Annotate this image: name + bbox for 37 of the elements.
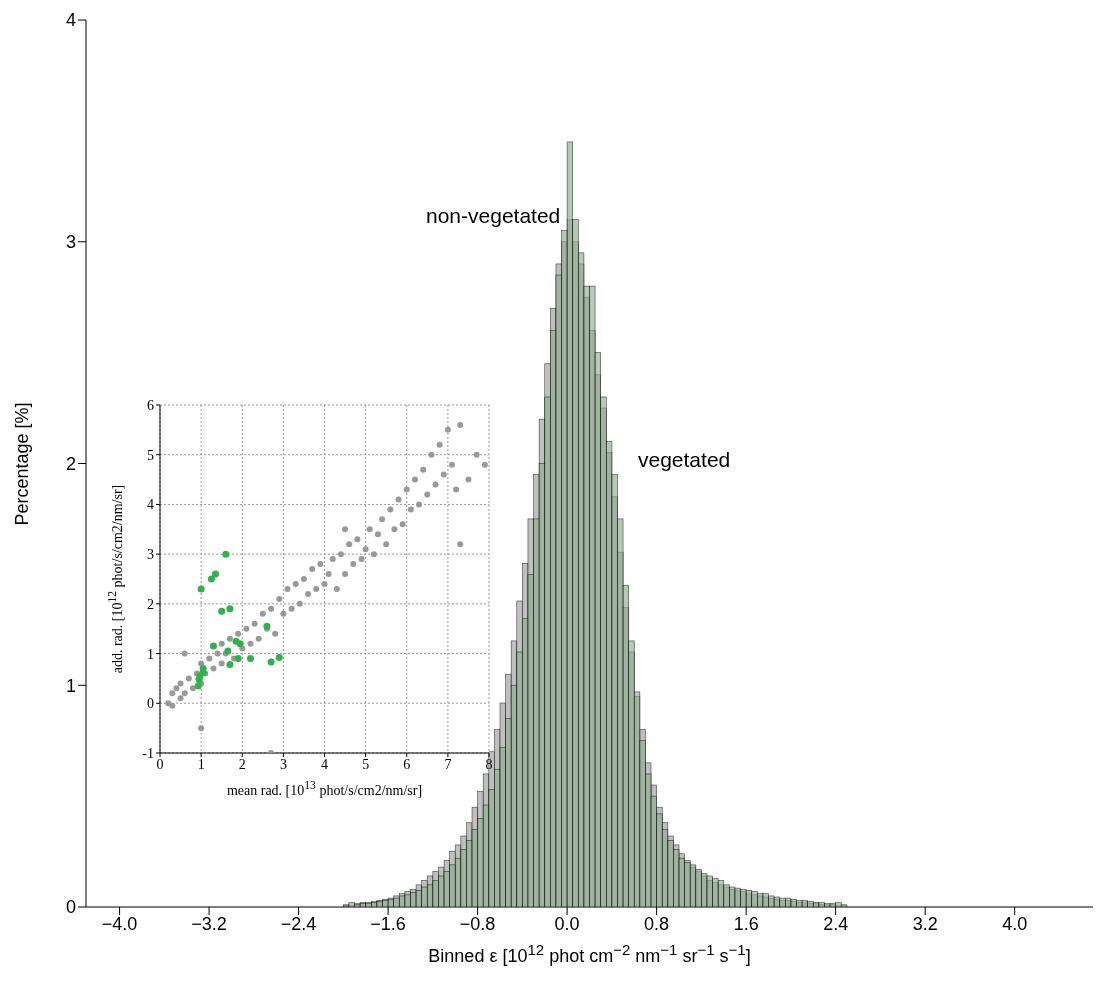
x-tick-label: 3.2 [912, 913, 938, 934]
x-tick-label: 1 [197, 756, 205, 772]
x-tick-label: −4.0 [101, 913, 138, 934]
text: Binned ε [10$^{12}$ phot cm$^{−2}$ nm$^{−1}$ sr$^{−1}$ s$^{−1}$] [428, 941, 751, 966]
y-tick-label: 1 [147, 646, 154, 662]
y-tick-label: 2 [147, 596, 154, 612]
x-tick-label: −0.8 [459, 913, 496, 934]
y-tick-label: 5 [147, 447, 154, 463]
x-tick-label: −1.6 [370, 913, 406, 934]
x-tick-label: 3 [279, 756, 287, 772]
x-tick-label: 0.8 [644, 913, 670, 934]
series-label: vegetated [638, 448, 731, 472]
y-tick-label: 4 [147, 497, 154, 513]
y-tick-label: 3 [147, 547, 154, 563]
x-tick-label: 2 [238, 756, 246, 772]
x-tick-label: 4 [321, 756, 328, 772]
x-tick-label: 6 [403, 756, 411, 772]
y-tick-label: 0 [147, 696, 154, 712]
y-tick-label: -1 [142, 745, 154, 761]
y-axis-title: Percentage [%] [11, 401, 33, 526]
x-tick-label: −3.2 [191, 913, 227, 934]
x-tick-label: −2.4 [280, 913, 317, 934]
x-tick-label: 0.0 [554, 913, 580, 934]
x-tick-label: 8 [485, 756, 493, 772]
x-axis-title: mean rad. [10$^{13}$ phot/s/cm2/nm/sr] [225, 779, 424, 799]
x-tick-label: 1.6 [733, 913, 759, 934]
y-tick-label: 1 [65, 675, 76, 696]
x-tick-label: 4.0 [1002, 913, 1028, 934]
x-tick-label: 7 [444, 756, 452, 772]
y-tick-label: 3 [65, 232, 76, 253]
series-label: non-vegetated [426, 204, 561, 228]
y-tick-label: 2 [65, 453, 76, 474]
y-tick-label: 4 [65, 10, 76, 31]
y-tick-label: 6 [147, 397, 154, 413]
x-tick-label: 2.4 [823, 913, 849, 934]
y-tick-label: 0 [65, 897, 76, 918]
x-tick-label: 5 [362, 756, 370, 772]
